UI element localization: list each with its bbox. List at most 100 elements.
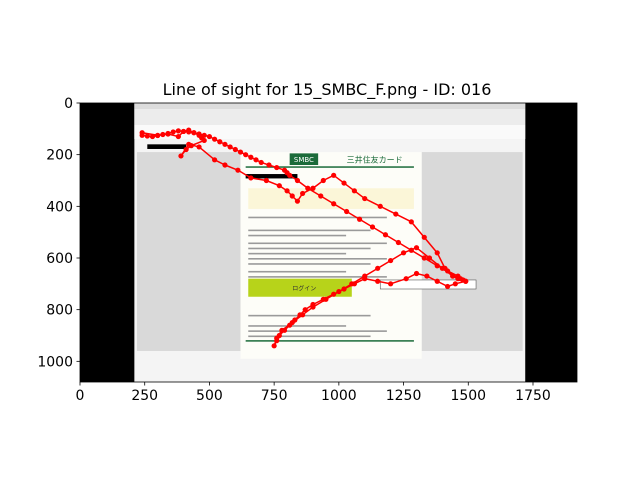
link-box <box>379 279 477 290</box>
fixation-point <box>222 162 228 168</box>
fixation-point <box>362 273 368 279</box>
fixation-point <box>377 203 383 209</box>
fixation-point <box>175 128 181 134</box>
email-body <box>240 152 422 359</box>
body-text-line <box>248 330 387 332</box>
fixation-point <box>222 141 228 147</box>
fixation-point <box>271 343 277 349</box>
fixation-point <box>183 146 189 153</box>
plot-frame <box>79 102 578 383</box>
body-text-line <box>248 314 371 317</box>
fixation-point <box>149 133 156 140</box>
fixation-point <box>310 185 316 191</box>
fixation-point <box>400 250 407 256</box>
x-tick-label: 500 <box>196 388 223 404</box>
fixation-point <box>243 152 249 158</box>
fixation-point <box>196 131 202 137</box>
gaze-path-line <box>142 129 467 347</box>
fixation-point <box>403 276 409 282</box>
fixation-point <box>331 172 337 178</box>
fixation-point <box>421 234 427 240</box>
fixation-point <box>217 139 223 145</box>
fixation-point <box>191 130 197 136</box>
fixation-point <box>144 133 150 139</box>
fixation-point <box>170 129 176 135</box>
body-text-line <box>248 216 387 219</box>
fixation-point <box>375 265 381 271</box>
fixation-point <box>227 144 233 150</box>
x-tick-label: 1000 <box>321 388 357 404</box>
notice-box <box>248 188 414 209</box>
login-button <box>248 278 352 297</box>
gaze-trace-layer <box>139 127 469 349</box>
fixation-point <box>258 159 264 166</box>
fixation-point <box>320 177 326 184</box>
smbc-logo <box>289 153 319 165</box>
fixation-point <box>274 164 280 171</box>
fixation-point <box>382 232 389 238</box>
body-text-line <box>248 234 347 237</box>
fixation-point <box>455 273 461 279</box>
footer-rule <box>245 340 414 342</box>
fixation-point <box>248 154 254 160</box>
fixation-point <box>452 281 458 287</box>
fixation-point <box>300 312 306 318</box>
header-rule <box>245 166 414 168</box>
fixation-point <box>196 144 202 150</box>
fixation-point <box>341 286 347 292</box>
fixation-point <box>232 146 238 153</box>
fixation-point <box>155 132 161 139</box>
left-panel <box>136 152 241 351</box>
fixation-point <box>426 255 433 261</box>
fixation-point <box>160 131 166 138</box>
fixation-point <box>248 175 254 181</box>
fixation-point <box>201 132 207 138</box>
fixation-point <box>139 132 145 138</box>
fixation-point <box>186 141 192 147</box>
fixation-point <box>284 188 290 194</box>
fixation-point <box>434 278 440 284</box>
fixation-point <box>186 129 192 135</box>
fixation-point <box>362 195 368 202</box>
fixation-point <box>180 128 187 135</box>
fixation-point <box>305 185 311 191</box>
fixation-point <box>463 278 469 284</box>
fixation-point <box>206 133 213 140</box>
y-tick-label: 200 <box>46 148 73 164</box>
body-text-line <box>248 263 371 265</box>
fixation-point <box>323 296 329 302</box>
y-tick-label: 1000 <box>37 354 73 370</box>
fixation-point <box>178 153 184 159</box>
body-text-line <box>248 335 371 338</box>
chart-title: Line of sight for 15_SMBC_F.png - ID: 01… <box>163 80 492 100</box>
fixation-point <box>274 335 280 341</box>
fixation-point <box>395 239 401 246</box>
fixation-point <box>279 327 285 333</box>
fixation-point <box>408 219 414 225</box>
fixation-point <box>439 265 445 271</box>
fixation-point <box>450 273 456 279</box>
body-text-line <box>248 242 387 245</box>
fixation-point <box>310 304 316 310</box>
fixation-point <box>349 281 355 287</box>
email-header-area <box>134 125 526 139</box>
fixation-point <box>212 136 218 142</box>
fixation-point <box>351 188 357 194</box>
fixation-point <box>263 177 269 184</box>
redaction-bar <box>147 144 187 149</box>
body-text-line <box>248 229 371 232</box>
fixation-point <box>165 130 171 137</box>
body-text-line <box>248 270 347 273</box>
fixation-point <box>294 198 301 204</box>
body-text-line <box>248 325 347 327</box>
brand-name-text: 三井住友カード <box>347 154 403 164</box>
fixation-point <box>369 224 376 230</box>
x-tick-label: 1500 <box>450 388 486 404</box>
x-tick-label: 1250 <box>386 388 422 404</box>
y-tick-label: 800 <box>46 303 73 319</box>
fixation-point <box>253 157 259 163</box>
fixation-point <box>344 208 350 215</box>
x-tick-label: 750 <box>261 388 288 404</box>
